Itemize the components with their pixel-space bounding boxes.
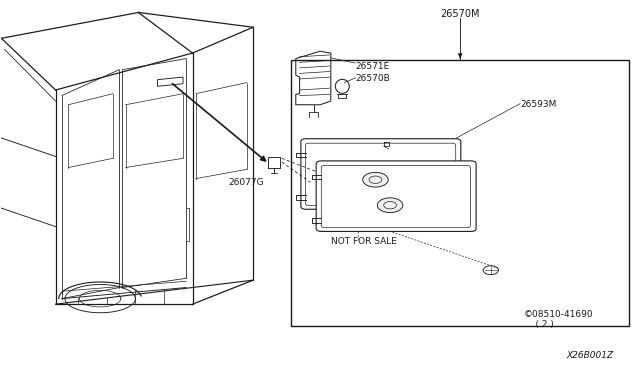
Circle shape xyxy=(378,198,403,212)
Text: 26077G: 26077G xyxy=(228,178,264,187)
Text: NOT FOR SALE: NOT FOR SALE xyxy=(332,237,397,246)
FancyBboxPatch shape xyxy=(316,161,476,231)
Text: 26570B: 26570B xyxy=(355,74,390,83)
Text: ©08510-41690
    ( 2 ): ©08510-41690 ( 2 ) xyxy=(524,310,593,329)
Text: X26B001Z: X26B001Z xyxy=(566,350,613,359)
FancyBboxPatch shape xyxy=(301,139,461,209)
Circle shape xyxy=(363,172,388,187)
Bar xyxy=(291,61,629,326)
Text: 26571E: 26571E xyxy=(355,61,389,71)
Text: 26593M: 26593M xyxy=(521,100,557,109)
Text: 26570M: 26570M xyxy=(440,9,480,19)
